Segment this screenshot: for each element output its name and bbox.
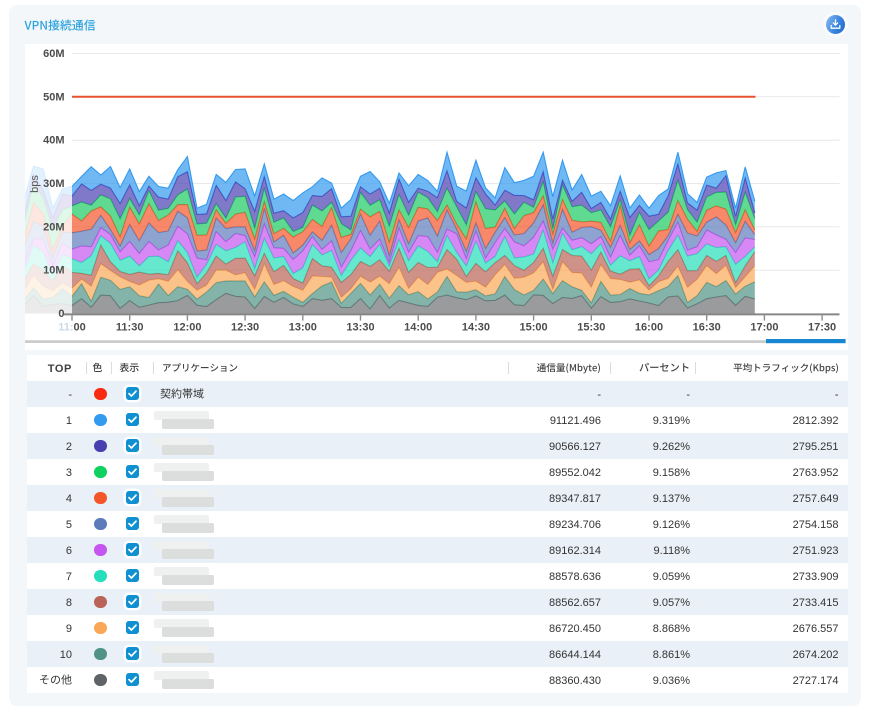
svg-text:10M: 10M xyxy=(43,265,64,277)
svg-text:30M: 30M xyxy=(43,178,64,190)
svg-text:11:30: 11:30 xyxy=(116,322,144,334)
svg-text:60M: 60M xyxy=(43,48,64,60)
svg-text:13:30: 13:30 xyxy=(346,322,374,334)
svg-text:14:00: 14:00 xyxy=(404,322,432,334)
svg-text:11:00: 11:00 xyxy=(58,322,86,334)
svg-text:40M: 40M xyxy=(43,135,64,147)
svg-text:bps: bps xyxy=(29,175,41,193)
svg-text:16:00: 16:00 xyxy=(635,322,663,334)
svg-text:15:30: 15:30 xyxy=(577,322,605,334)
svg-text:14:30: 14:30 xyxy=(462,322,490,334)
svg-text:13:00: 13:00 xyxy=(289,322,317,334)
svg-text:15:00: 15:00 xyxy=(520,322,548,334)
svg-text:17:00: 17:00 xyxy=(750,322,778,334)
svg-text:20M: 20M xyxy=(43,221,64,233)
svg-text:50M: 50M xyxy=(43,91,64,103)
svg-text:17:30: 17:30 xyxy=(808,322,836,334)
svg-text:0: 0 xyxy=(58,308,64,320)
svg-text:12:00: 12:00 xyxy=(173,322,201,334)
svg-text:12:30: 12:30 xyxy=(231,322,259,334)
svg-text:16:30: 16:30 xyxy=(693,322,721,334)
